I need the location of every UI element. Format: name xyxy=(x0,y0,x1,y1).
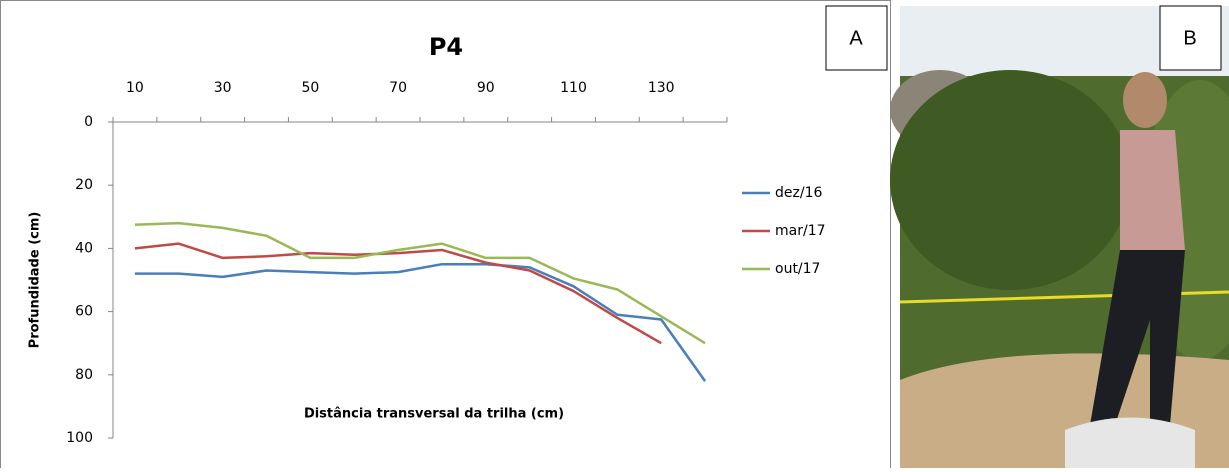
y-tick-label: 100 xyxy=(66,430,93,446)
legend-label: out/17 xyxy=(775,261,820,277)
series-line xyxy=(134,242,662,345)
x-tick-label: 130 xyxy=(648,80,675,96)
x-axis-title: Distância transversal da trilha (cm) xyxy=(304,407,564,422)
legend-label: mar/17 xyxy=(775,223,826,239)
panel-border xyxy=(0,0,891,471)
panel-label-box xyxy=(1159,5,1222,71)
series-line xyxy=(134,221,706,345)
y-axis-title: Profundidade (cm) xyxy=(28,212,43,349)
x-tick-label: 110 xyxy=(560,80,587,96)
y-tick-label: 80 xyxy=(75,367,93,383)
panel-label: B xyxy=(1183,27,1196,49)
photo-bag xyxy=(1065,417,1195,468)
y-tick-label: 20 xyxy=(75,177,93,193)
photo: B xyxy=(890,5,1229,468)
photo-foliage xyxy=(890,70,1130,290)
chart-title: P4 xyxy=(429,33,463,61)
x-tick-label: 50 xyxy=(301,80,319,96)
y-tick-label: 60 xyxy=(75,304,93,320)
y-tick-label: 0 xyxy=(84,114,93,130)
photo-person-head xyxy=(1123,72,1167,128)
x-tick-label: 70 xyxy=(389,80,407,96)
legend-label: dez/16 xyxy=(775,185,822,201)
series-line xyxy=(134,262,707,382)
x-tick-label: 30 xyxy=(214,80,232,96)
panel-label-box xyxy=(825,5,888,71)
y-tick-label: 40 xyxy=(75,240,93,256)
photo-person-shirt xyxy=(1120,130,1185,250)
x-tick-label: 90 xyxy=(477,80,495,96)
x-tick-label: 10 xyxy=(126,80,144,96)
panel-label: A xyxy=(849,27,863,49)
photo-person-legs xyxy=(1090,250,1185,425)
